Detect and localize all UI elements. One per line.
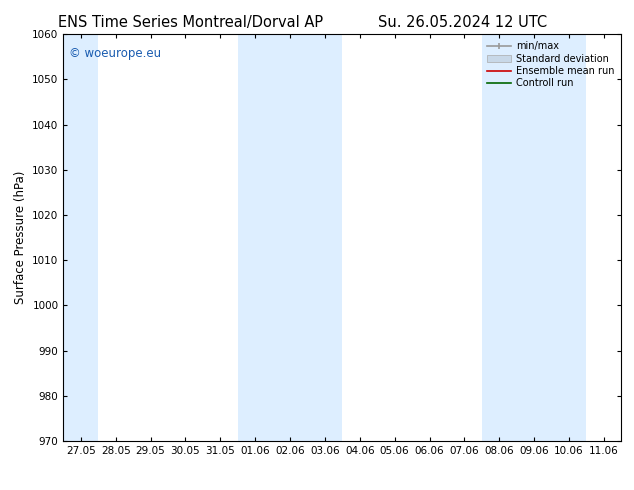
Bar <box>63 34 98 441</box>
Text: © woeurope.eu: © woeurope.eu <box>69 47 161 59</box>
Text: Su. 26.05.2024 12 UTC: Su. 26.05.2024 12 UTC <box>378 15 547 30</box>
Y-axis label: Surface Pressure (hPa): Surface Pressure (hPa) <box>14 171 27 304</box>
Text: ENS Time Series Montreal/Dorval AP: ENS Time Series Montreal/Dorval AP <box>58 15 323 30</box>
Bar <box>482 34 586 441</box>
Legend: min/max, Standard deviation, Ensemble mean run, Controll run: min/max, Standard deviation, Ensemble me… <box>485 39 616 90</box>
Bar <box>238 34 342 441</box>
